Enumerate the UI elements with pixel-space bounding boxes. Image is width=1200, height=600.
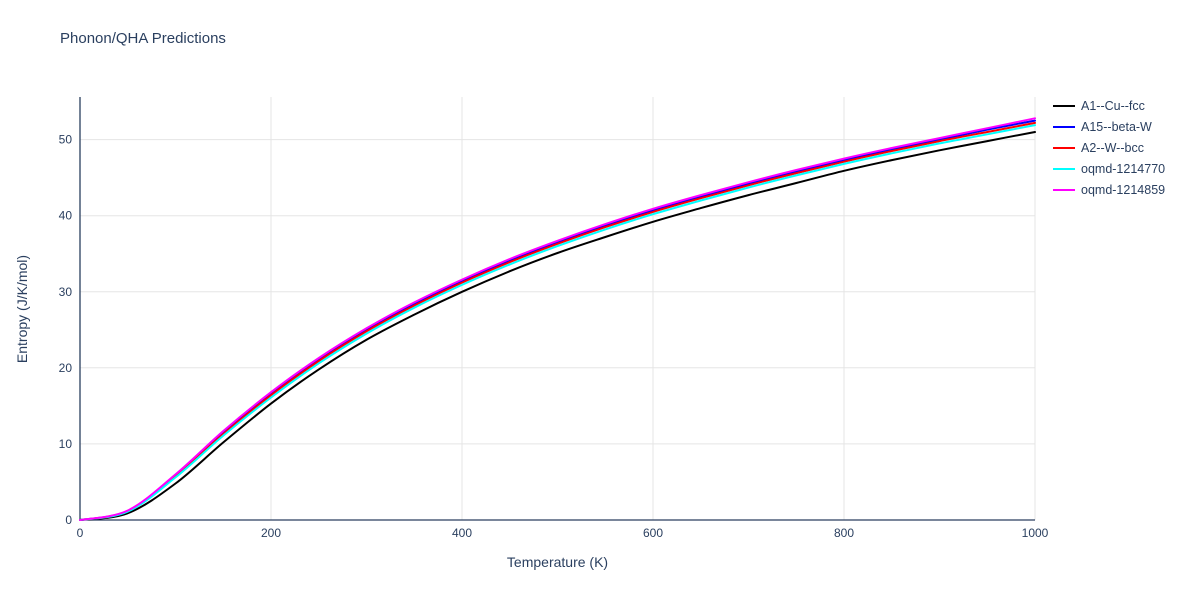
series-line-oqmd-1214770 [79,124,1036,521]
legend-line-swatch [1053,105,1075,107]
legend-item-oqmd-1214859[interactable]: oqmd-1214859 [1053,183,1165,197]
y-tick-label: 50 [59,133,73,147]
y-tick-label: 20 [59,361,73,375]
legend-label: A1--Cu--fcc [1081,99,1145,113]
x-tick-label: 400 [452,526,472,540]
y-tick-label: 30 [59,285,73,299]
y-axis-title: Entropy (J/K/mol) [14,254,30,364]
x-tick-label: 600 [643,526,663,540]
series-line-A15--beta-W [79,119,1036,521]
y-tick-label: 0 [65,513,72,527]
series-line-A2--W--bcc [79,121,1036,521]
x-axis-title: Temperature (K) [506,554,609,570]
legend-label: A2--W--bcc [1081,141,1144,155]
legend-line-swatch [1053,189,1075,191]
legend-line-swatch [1053,168,1075,170]
legend-item-A15--beta-W[interactable]: A15--beta-W [1053,120,1165,134]
legend-line-swatch [1053,126,1075,128]
y-tick-label: 10 [59,437,73,451]
series-line-oqmd-1214859 [79,117,1036,521]
x-tick-label: 0 [77,526,84,540]
series-line-A1--Cu--fcc [79,131,1036,521]
legend-item-oqmd-1214770[interactable]: oqmd-1214770 [1053,162,1165,176]
legend-item-A2--W--bcc[interactable]: A2--W--bcc [1053,141,1165,155]
legend-item-A1--Cu--fcc[interactable]: A1--Cu--fcc [1053,99,1165,113]
legend-label: A15--beta-W [1081,120,1152,134]
legend-label: oqmd-1214770 [1081,162,1166,176]
legend-line-swatch [1053,147,1075,149]
legend-label: oqmd-1214859 [1081,183,1166,197]
chart-title: Phonon/QHA Predictions [60,30,226,47]
y-tick-label: 40 [59,209,73,223]
x-tick-label: 1000 [1022,526,1049,540]
legend: A1--Cu--fcc A15--beta-W A2--W--bcc oqmd-121… [1053,99,1165,197]
x-tick-label: 800 [834,526,854,540]
x-tick-label: 200 [261,526,281,540]
